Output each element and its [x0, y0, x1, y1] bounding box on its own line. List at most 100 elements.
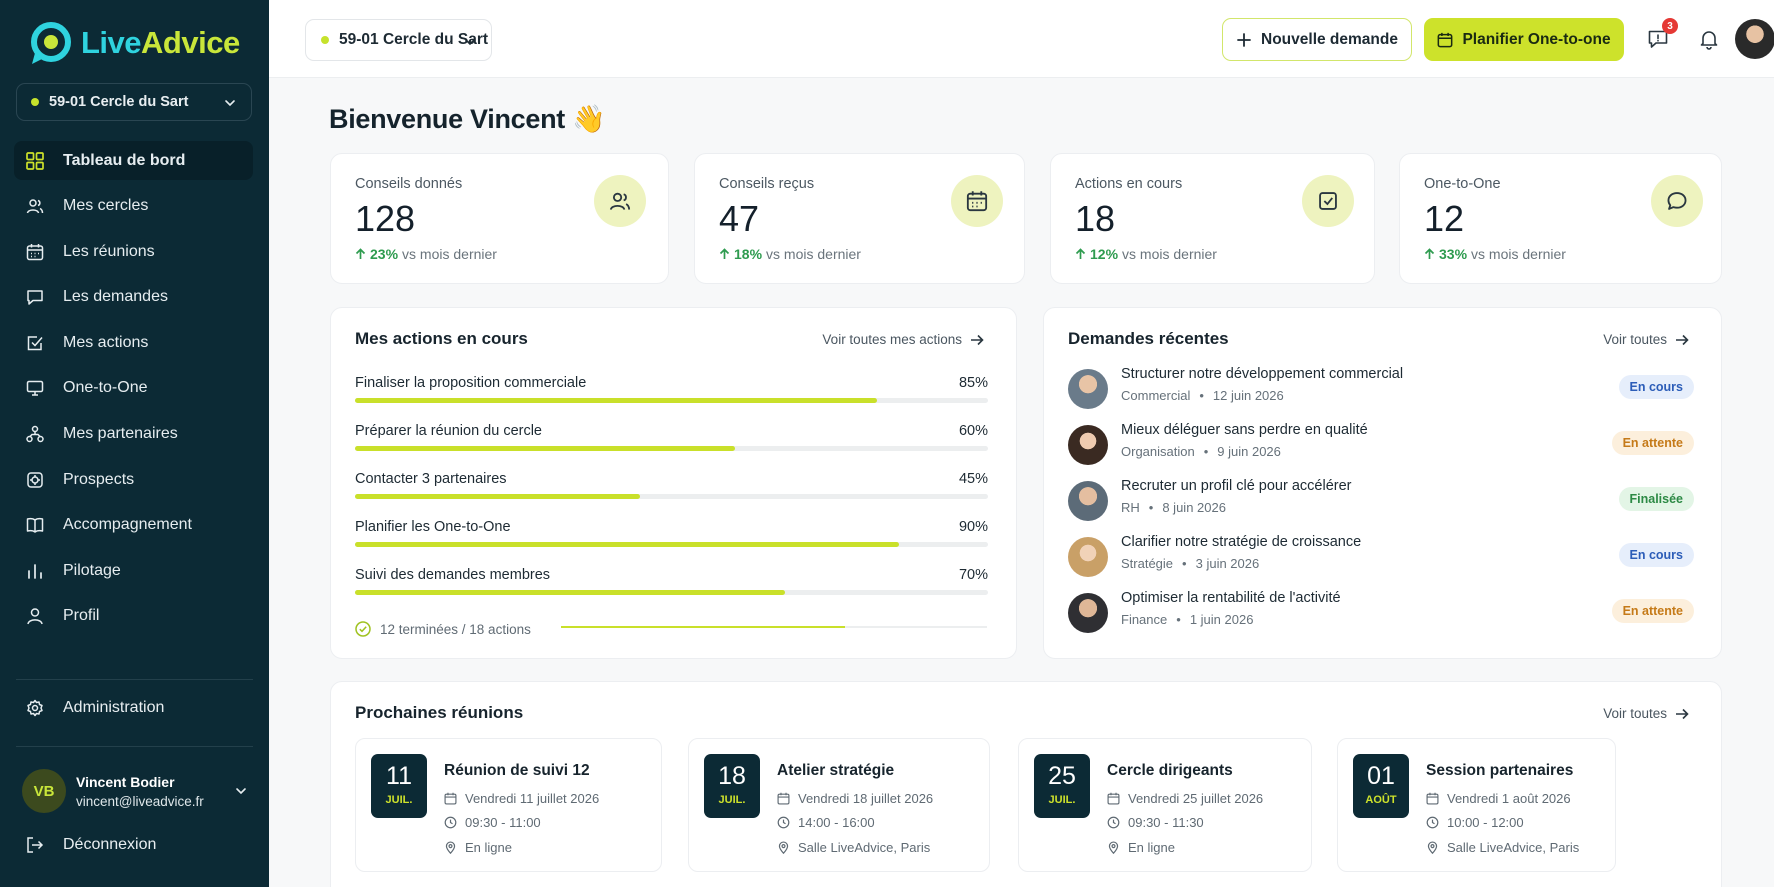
logout-label: Déconnexion	[63, 836, 157, 853]
clock-icon	[1426, 816, 1439, 829]
arrow-right-icon	[1676, 334, 1689, 345]
new-request-button[interactable]: Nouvelle demande	[1222, 18, 1412, 61]
sidebar-item-label: Mes actions	[63, 333, 149, 351]
logo-bubble-icon	[31, 22, 71, 64]
network-icon	[26, 425, 44, 443]
circle-select[interactable]: 59-01 Cercle du Sart	[305, 19, 492, 61]
actions-summary: 12 terminées / 18 actions	[355, 621, 531, 637]
request-meta: Commercial • 12 juin 2026	[1121, 388, 1284, 403]
arrow-up-icon	[1075, 248, 1086, 259]
avatar[interactable]	[1735, 19, 1774, 59]
meeting-date-badge: 18 JUIL.	[704, 754, 760, 818]
request-title: Clarifier notre stratégie de croissance	[1121, 534, 1362, 550]
sidebar-item-profile[interactable]: Profil	[14, 597, 253, 636]
sidebar-item-coaching[interactable]: Accompagnement	[14, 506, 253, 545]
meeting-title: Réunion de suivi 12	[444, 762, 590, 779]
request-row[interactable]: Recruter un profil clé pour accélérer RH…	[1068, 478, 1694, 522]
action-label: Préparer la réunion du cercle	[355, 423, 542, 439]
meeting-day: 11	[386, 762, 412, 790]
sidebar-item-label: Pilotage	[63, 561, 121, 579]
request-meta: Finance • 1 juin 2026	[1121, 612, 1254, 627]
stat-value: 128	[355, 198, 416, 239]
action-item[interactable]: Contacter 3 partenaires 45%	[355, 471, 988, 505]
sidebar-item-label: Mes partenaires	[63, 425, 178, 443]
avatar	[1068, 369, 1108, 409]
sidebar-item-one-to-one[interactable]: One-to-One	[14, 369, 253, 408]
meeting-date: Vendredi 18 juillet 2026	[777, 791, 933, 806]
meeting-card[interactable]: 01 AOÛT Session partenaires Vendredi 1 a…	[1337, 738, 1616, 872]
actions-title: Mes actions en cours	[355, 329, 528, 348]
sidebar-item-admin[interactable]: Administration	[26, 699, 164, 717]
meeting-date: Vendredi 25 juillet 2026	[1107, 791, 1263, 806]
clock-icon	[444, 816, 457, 829]
location-pin-icon	[445, 841, 456, 854]
action-item[interactable]: Préparer la réunion du cercle 60%	[355, 423, 988, 457]
meeting-title: Cercle dirigeants	[1107, 762, 1233, 779]
sidebar-item-requests[interactable]: Les demandes	[14, 278, 253, 317]
logout-icon	[27, 837, 44, 853]
location-pin-icon	[1427, 841, 1438, 854]
request-row[interactable]: Clarifier notre stratégie de croissance …	[1068, 534, 1694, 578]
clock-icon	[1107, 816, 1120, 829]
action-percent: 90%	[958, 519, 988, 535]
stat-card: Conseils reçus 47 18% vs mois dernier	[694, 153, 1025, 284]
sidebar-item-actions[interactable]: Mes actions	[14, 323, 253, 362]
request-title: Recruter un profil clé pour accélérer	[1121, 478, 1352, 494]
sidebar-item-prospects[interactable]: Prospects	[14, 460, 253, 499]
sidebar-item-pilotage[interactable]: Pilotage	[14, 551, 253, 590]
sidebar-item-meetings[interactable]: Les réunions	[14, 232, 253, 271]
meeting-time: 09:30 - 11:30	[1107, 815, 1204, 830]
meeting-place: En ligne	[444, 840, 512, 855]
meeting-card[interactable]: 11 JUIL. Réunion de suivi 12 Vendredi 11…	[355, 738, 662, 872]
meetings-see-all-link[interactable]: Voir toutes	[1603, 706, 1689, 721]
meeting-card[interactable]: 18 JUIL. Atelier stratégie Vendredi 18 j…	[688, 738, 990, 872]
request-row[interactable]: Mieux déléguer sans perdre en qualité Or…	[1068, 422, 1694, 466]
chevron-down-icon	[465, 39, 475, 46]
stat-icon	[594, 175, 646, 227]
stat-value: 47	[719, 198, 760, 239]
bell-icon[interactable]	[1698, 28, 1720, 50]
request-row[interactable]: Optimiser la rentabilité de l'activité F…	[1068, 590, 1694, 634]
avatar	[1068, 481, 1108, 521]
logo[interactable]: LiveAdvice	[27, 18, 240, 68]
status-badge: En cours	[1618, 543, 1694, 567]
arrow-right-icon	[1676, 708, 1689, 719]
plan-one-to-one-button[interactable]: Planifier One-to-one	[1424, 18, 1624, 61]
status-dot	[321, 36, 329, 44]
sidebar-item-label: Prospects	[63, 470, 135, 488]
checkbox-icon	[1319, 192, 1337, 210]
sidebar-item-dashboard[interactable]: Tableau de bord	[14, 141, 253, 180]
sidebar-item-partners[interactable]: Mes partenaires	[14, 415, 253, 454]
meeting-place: En ligne	[1107, 840, 1175, 855]
calendar-icon	[444, 792, 457, 805]
sidebar-item-circles[interactable]: Mes cercles	[14, 187, 253, 226]
logout-button[interactable]: Déconnexion	[26, 836, 156, 854]
actions-see-all-link[interactable]: Voir toutes mes actions	[822, 332, 984, 347]
user-name: Vincent Bodier	[76, 773, 175, 790]
meeting-month: AOÛT	[1365, 794, 1397, 806]
user-menu[interactable]: VB Vincent Bodier vincent@liveadvice.fr	[22, 768, 252, 814]
user-email: vincent@liveadvice.fr	[76, 793, 204, 809]
clock-icon	[777, 816, 790, 829]
page-title: Bienvenue Vincent 👋	[329, 104, 606, 134]
sidebar: LiveAdvice 59-01 Cercle du Sart Tableau …	[0, 0, 269, 887]
actions-card: Mes actions en cours Voir toutes mes act…	[330, 307, 1017, 659]
progress-bar	[355, 590, 988, 595]
requests-see-all-link[interactable]: Voir toutes	[1603, 332, 1689, 347]
stat-label: One-to-One	[1424, 176, 1501, 192]
action-percent: 70%	[958, 567, 988, 583]
avatar: VB	[22, 769, 66, 813]
action-item[interactable]: Finaliser la proposition commerciale 85%	[355, 375, 988, 409]
meeting-card[interactable]: 25 JUIL. Cercle dirigeants Vendredi 25 j…	[1018, 738, 1312, 872]
progress-bar	[355, 494, 988, 499]
request-row[interactable]: Structurer notre développement commercia…	[1068, 366, 1694, 410]
action-percent: 45%	[958, 471, 988, 487]
action-item[interactable]: Suivi des demandes membres 70%	[355, 567, 988, 601]
request-title: Structurer notre développement commercia…	[1121, 366, 1404, 382]
admin-label: Administration	[63, 699, 165, 716]
action-item[interactable]: Planifier les One-to-One 90%	[355, 519, 988, 553]
book-icon	[26, 518, 44, 533]
sidebar-circle-select[interactable]: 59-01 Cercle du Sart	[16, 83, 252, 121]
meeting-place: Salle LiveAdvice, Paris	[1426, 840, 1579, 855]
sidebar-circle-label: 59-01 Cercle du Sart	[49, 94, 189, 110]
